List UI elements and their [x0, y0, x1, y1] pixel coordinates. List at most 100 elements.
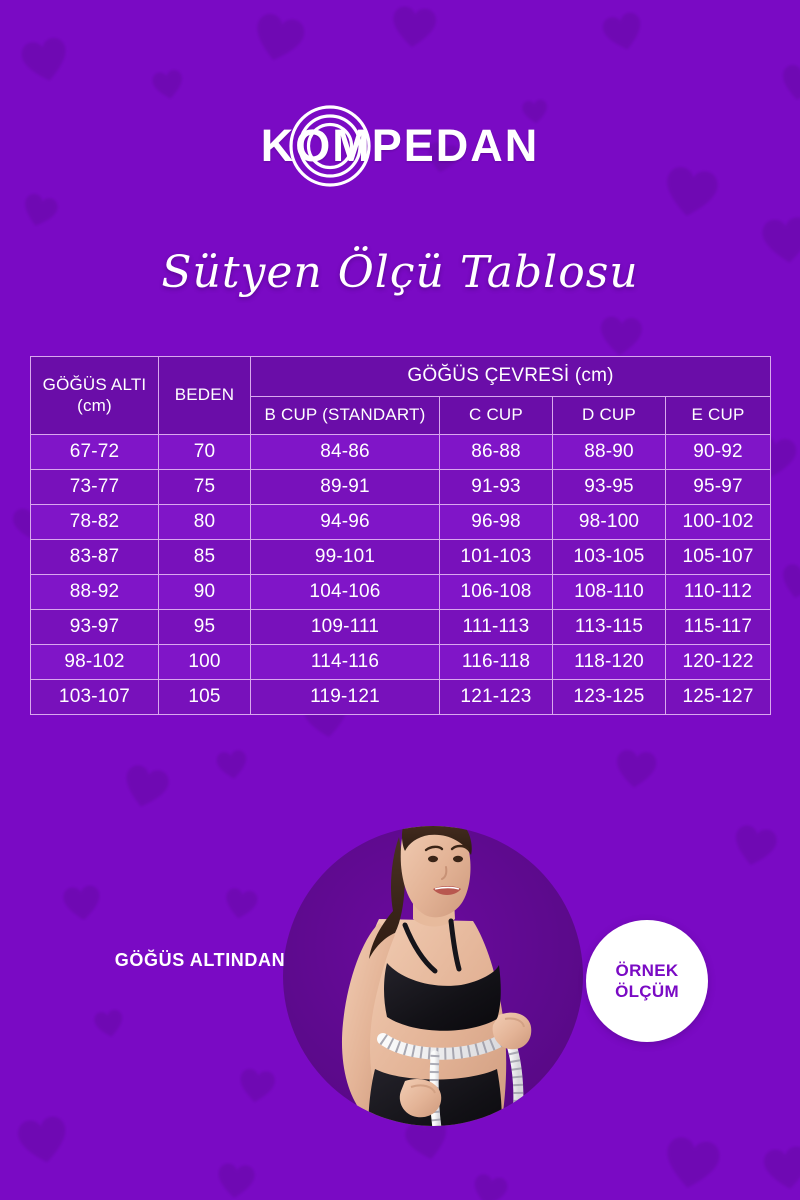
cell-size: 105: [158, 679, 251, 715]
cell-under-bust: 88-92: [30, 574, 159, 610]
heart-icon: [9, 1105, 76, 1172]
heart-icon: [420, 134, 465, 179]
column-header-e-cup: E CUP: [664, 396, 772, 435]
cell-under-bust: 93-97: [30, 609, 159, 645]
cell-c-cup: 86-88: [439, 434, 553, 470]
heart-icon: [89, 1003, 128, 1042]
cell-b-cup: 94-96: [250, 504, 440, 540]
bra-size-table: GÖĞÜS ALTI (cm) BEDEN GÖĞÜS ÇEVRESİ (cm)…: [30, 356, 772, 715]
cell-b-cup: 104-106: [250, 574, 440, 610]
cell-size: 85: [158, 539, 251, 575]
cell-b-cup: 84-86: [250, 434, 440, 470]
cell-d-cup: 103-105: [552, 539, 666, 575]
cell-c-cup: 101-103: [439, 539, 553, 575]
table-row: 78-82 80 94-96 96-98 98-100 100-102: [30, 504, 772, 540]
cell-b-cup: 99-101: [250, 539, 440, 575]
heart-icon: [15, 185, 64, 234]
column-header-d-cup: D CUP: [552, 396, 666, 435]
cell-e-cup: 100-102: [664, 504, 772, 540]
column-group-header-bust: GÖĞÜS ÇEVRESİ (cm): [249, 356, 772, 397]
cell-b-cup: 109-111: [250, 609, 440, 645]
heart-icon: [655, 155, 727, 227]
table-body: 67-72 70 84-86 86-88 88-90 90-92 73-77 75 89-91 9…: [30, 434, 772, 715]
cell-under-bust: 67-72: [30, 434, 159, 470]
table-row: 67-72 70 84-86 86-88 88-90 90-92: [30, 434, 772, 470]
cell-e-cup: 115-117: [664, 609, 772, 645]
cell-size: 80: [158, 504, 251, 540]
cell-e-cup: 120-122: [664, 644, 772, 680]
cell-e-cup: 90-92: [664, 434, 772, 470]
heart-icon: [147, 63, 189, 105]
cell-c-cup: 91-93: [439, 469, 553, 505]
column-header-b-cup: B CUP (STANDART): [250, 396, 440, 435]
cell-size: 100: [158, 644, 251, 680]
model-photo: [283, 793, 583, 1133]
sample-measurement-badge: ÖRNEK ÖLÇÜM: [586, 920, 708, 1042]
cell-under-bust: 98-102: [30, 644, 159, 680]
cell-d-cup: 113-115: [552, 609, 666, 645]
cell-c-cup: 106-108: [439, 574, 553, 610]
heart-icon: [757, 1137, 800, 1198]
heart-icon: [114, 754, 177, 817]
cell-d-cup: 98-100: [552, 504, 666, 540]
heart-icon: [397, 1109, 456, 1168]
cell-d-cup: 118-120: [552, 644, 666, 680]
cell-c-cup: 121-123: [439, 679, 553, 715]
table-row: 73-77 75 89-91 91-93 93-95 95-97: [30, 469, 772, 505]
cell-size: 90: [158, 574, 251, 610]
brand-logo: KOMPEDAN: [0, 105, 800, 190]
heart-icon: [774, 556, 800, 607]
table-row: 98-102 100 114-116 116-118 118-120 120-122: [30, 644, 772, 680]
column-header-under-bust-unit: (cm): [77, 395, 112, 415]
heart-icon: [610, 742, 663, 795]
heart-icon: [219, 881, 263, 925]
cell-d-cup: 123-125: [552, 679, 666, 715]
cell-b-cup: 119-121: [250, 679, 440, 715]
sample-measurement-line1: ÖRNEK: [615, 960, 679, 980]
cell-d-cup: 108-110: [552, 574, 666, 610]
table-row: 103-107 105 119-121 121-123 123-125 125-127: [30, 679, 772, 715]
cell-size: 95: [158, 609, 251, 645]
heart-icon: [755, 207, 800, 271]
under-bust-annotation: GÖĞÜS ALTINDAN: [114, 950, 286, 970]
heart-icon: [212, 1156, 260, 1200]
heart-icon: [519, 95, 552, 128]
table-row: 83-87 85 99-101 101-103 103-105 105-107: [30, 539, 772, 575]
cell-c-cup: 116-118: [439, 644, 553, 680]
sample-measurement-line2: ÖLÇÜM: [615, 982, 679, 1001]
cell-b-cup: 114-116: [250, 644, 440, 680]
cell-under-bust: 73-77: [30, 469, 159, 505]
heart-icon: [212, 744, 253, 785]
cell-d-cup: 88-90: [552, 434, 666, 470]
column-header-size: BEDEN: [158, 356, 251, 435]
column-header-under-bust: GÖĞÜS ALTI (cm): [30, 356, 159, 435]
table-row: 93-97 95 109-111 111-113 113-115 115-117: [30, 609, 772, 645]
heart-icon: [655, 1125, 729, 1199]
column-header-c-cup: C CUP: [439, 396, 553, 435]
cell-e-cup: 110-112: [664, 574, 772, 610]
cell-b-cup: 89-91: [250, 469, 440, 505]
cell-e-cup: 105-107: [664, 539, 772, 575]
table-header: GÖĞÜS ALTI (cm) BEDEN GÖĞÜS ÇEVRESİ (cm)…: [30, 356, 772, 435]
column-header-under-bust-label: GÖĞÜS ALTI: [42, 375, 147, 395]
cell-size: 75: [158, 469, 251, 505]
heart-icon: [466, 1166, 513, 1200]
heart-icon: [594, 308, 647, 361]
cell-under-bust: 103-107: [30, 679, 159, 715]
cell-under-bust: 83-87: [30, 539, 159, 575]
table-row: 88-92 90 104-106 106-108 108-110 110-112: [30, 574, 772, 610]
heart-icon: [244, 2, 314, 72]
cell-c-cup: 96-98: [439, 504, 553, 540]
heart-icon: [13, 27, 77, 91]
cell-e-cup: 125-127: [664, 679, 772, 715]
heart-icon: [775, 57, 800, 108]
heart-icon: [385, 0, 442, 55]
cell-e-cup: 95-97: [664, 469, 772, 505]
brand-logo-text: KOMPEDAN: [260, 120, 540, 171]
heart-icon: [725, 815, 784, 874]
cell-d-cup: 93-95: [552, 469, 666, 505]
cell-under-bust: 78-82: [30, 504, 159, 540]
cell-c-cup: 111-113: [439, 609, 553, 645]
heart-icon: [595, 3, 651, 59]
heart-icon: [58, 878, 106, 926]
